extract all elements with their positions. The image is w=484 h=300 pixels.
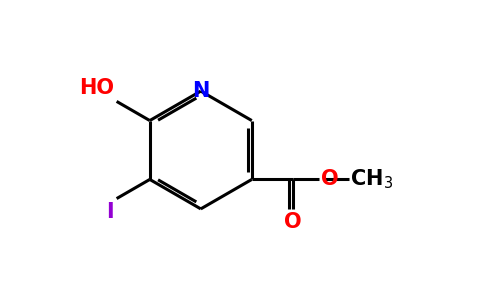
Text: HO: HO: [79, 79, 114, 98]
Text: CH$_3$: CH$_3$: [350, 168, 393, 191]
Text: N: N: [192, 81, 210, 101]
Text: O: O: [284, 212, 302, 232]
Text: O: O: [321, 169, 339, 189]
Text: I: I: [106, 202, 114, 221]
